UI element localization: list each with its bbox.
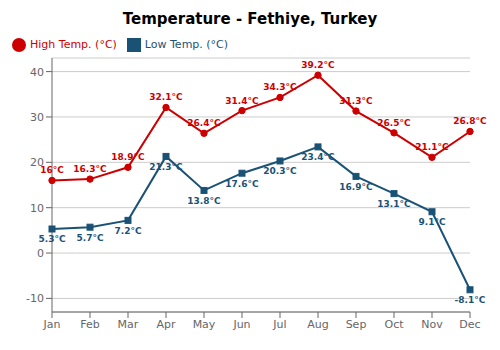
svg-text:34.3°C: 34.3°C [263,82,297,92]
svg-text:Jun: Jun [232,318,250,331]
svg-text:Sep: Sep [346,318,367,331]
svg-text:Apr: Apr [156,318,176,331]
svg-text:30: 30 [30,111,44,124]
svg-text:7.2°C: 7.2°C [114,226,141,236]
svg-text:Dec: Dec [459,318,480,331]
svg-text:Oct: Oct [384,318,404,331]
svg-text:5.7°C: 5.7°C [76,233,103,243]
svg-text:Nov: Nov [421,318,443,331]
html-text:Temperature - Fethiye, Turkey: Temperature - Fethiye, Turkey [122,10,378,28]
html-text:High Temp. (°C): High Temp. (°C) [30,38,117,51]
svg-text:5.3°C: 5.3°C [38,234,65,244]
svg-text:40: 40 [30,66,44,79]
svg-text:31.3°C: 31.3°C [339,96,373,106]
svg-text:17.6°C: 17.6°C [225,179,259,189]
svg-text:16.3°C: 16.3°C [73,164,107,174]
svg-text:13.8°C: 13.8°C [187,196,221,206]
svg-text:0: 0 [37,247,44,260]
svg-text:20: 20 [30,156,44,170]
svg-text:Feb: Feb [80,318,99,331]
svg-text:Mar: Mar [118,318,139,331]
svg-text:21.3°C: 21.3°C [149,162,183,172]
svg-text:16°C: 16°C [40,165,64,175]
svg-text:32.1°C: 32.1°C [149,92,183,102]
svg-text:20.3°C: 20.3°C [263,166,297,176]
svg-text:21.1°C: 21.1°C [415,142,449,152]
svg-text:39.2°C: 39.2°C [301,60,335,70]
svg-text:18.9°C: 18.9°C [111,152,145,162]
svg-text:-10: -10 [26,292,44,305]
svg-text:31.4°C: 31.4°C [225,96,259,106]
svg-text:Jul: Jul [272,318,286,331]
svg-text:26.8°C: 26.8°C [453,116,487,126]
svg-text:16.9°C: 16.9°C [339,182,373,192]
svg-text:23.4°C: 23.4°C [301,152,335,162]
svg-text:May: May [193,318,216,331]
svg-text:9.1°C: 9.1°C [418,217,445,227]
svg-text:13.1°C: 13.1°C [377,199,411,209]
svg-text:-8.1°C: -8.1°C [455,295,486,305]
svg-text:26.5°C: 26.5°C [377,118,411,128]
svg-text:10: 10 [30,202,44,215]
svg-text:26.4°C: 26.4°C [187,118,221,128]
svg-text:Aug: Aug [307,318,328,331]
svg-text:Jan: Jan [43,318,61,331]
html-text:Low Temp. (°C): Low Temp. (°C) [144,38,229,51]
